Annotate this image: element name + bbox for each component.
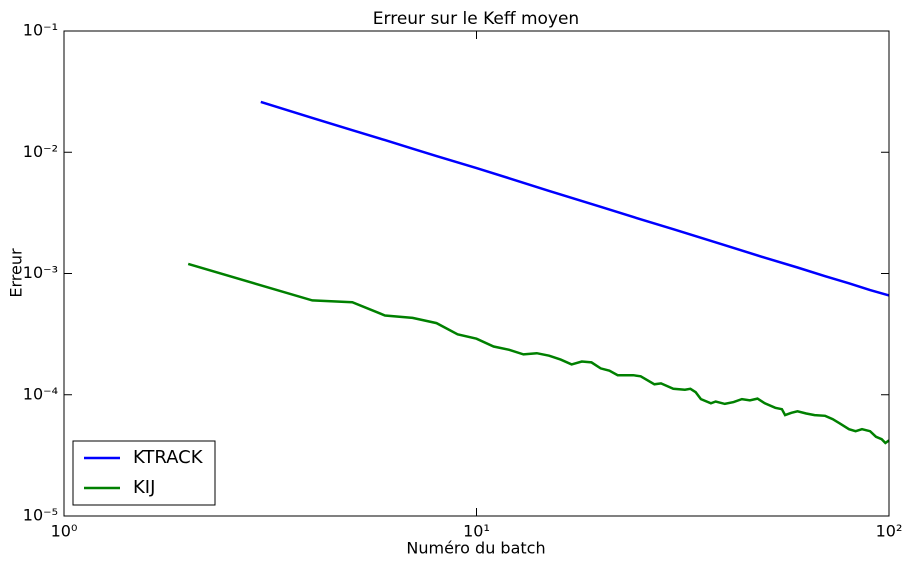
- line: [260, 100, 890, 297]
- y-tick-label: 10⁻¹: [23, 21, 58, 40]
- legend-label: KTRACK: [133, 447, 204, 468]
- x-tick-label: 10²: [876, 522, 903, 541]
- y-axis-label: Erreur: [7, 248, 26, 298]
- chart-title: Erreur sur le Keff moyen: [373, 9, 579, 29]
- x-tick-label: 10⁰: [51, 522, 78, 541]
- x-axis-label: Numéro du batch: [406, 539, 545, 558]
- y-tick-label: 10⁻³: [23, 263, 58, 282]
- line: [187, 262, 890, 445]
- legend-box: [72, 440, 216, 506]
- y-tick-label: 10⁻⁴: [23, 384, 58, 403]
- legend-label: KIJ: [133, 477, 155, 498]
- x-tick-label: 10¹: [463, 522, 490, 541]
- y-tick-label: 10⁻⁵: [23, 506, 58, 525]
- y-tick-label: 10⁻²: [23, 142, 58, 161]
